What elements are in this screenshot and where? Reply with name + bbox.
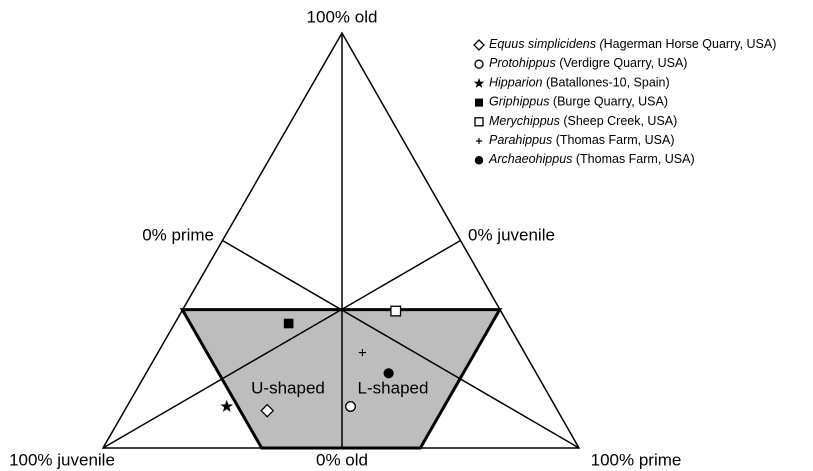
region [179, 308, 503, 450]
legend-name: Archaeohippus [488, 152, 572, 166]
marker [220, 399, 234, 412]
median [222, 239, 580, 449]
legend-locality: (Thomas Farm, USA) [572, 152, 694, 166]
marker [383, 368, 394, 379]
marker [474, 155, 484, 165]
marker [475, 98, 483, 107]
region-label: L-shaped [358, 378, 429, 397]
marker [476, 138, 482, 144]
legend-name: Equus simplicidens ( [489, 37, 605, 51]
median [102, 239, 461, 449]
legend-entry: Griphippus (Burge Quarry, USA) [489, 95, 668, 109]
legend-locality: (Thomas Farm, USA) [552, 133, 674, 147]
marker [260, 403, 275, 418]
marker [358, 348, 367, 357]
region-label: U-shaped [251, 378, 325, 397]
legend-locality: (Sheep Creek, USA) [560, 114, 677, 128]
legend-locality: (Batallones-10, Spain) [543, 76, 670, 90]
marks [220, 305, 402, 418]
marker [283, 318, 294, 329]
marker [473, 77, 485, 88]
frame [101, 31, 581, 449]
axis-label: 100% prime [591, 450, 682, 469]
legend-name: Griphippus [489, 95, 549, 109]
marker [345, 401, 356, 412]
legend-locality: (Burge Quarry, USA) [549, 95, 668, 109]
legend-name: Parahippus [489, 133, 552, 147]
marker [390, 305, 402, 317]
axis-label: 100% juvenile [9, 450, 115, 469]
legend-name: Hipparion [489, 76, 543, 90]
region-layer [179, 308, 503, 450]
legend-entry: Merychippus (Sheep Creek, USA) [489, 114, 677, 128]
legend-name: Protohippus [489, 56, 556, 70]
legend-locality: (Verdigre Quarry, USA) [556, 56, 688, 70]
legend-entry: Protohippus (Verdigre Quarry, USA) [489, 56, 687, 70]
marker [474, 117, 484, 127]
axis-label: 0% prime [142, 225, 214, 244]
legend: Equus simplicidens (Hagerman Horse Quarr… [473, 37, 776, 166]
axis-label: 0% juvenile [468, 225, 555, 244]
legend-entry: Archaeohippus (Thomas Farm, USA) [488, 152, 695, 166]
axis-label: 0% old [316, 450, 368, 469]
legend-entry: Equus simplicidens (Hagerman Horse Quarr… [489, 37, 776, 51]
legend-entry: Hipparion (Batallones-10, Spain) [489, 76, 670, 90]
legend-entry: Parahippus (Thomas Farm, USA) [489, 133, 675, 147]
marker [473, 39, 485, 51]
legend-locality: Hagerman Horse Quarry, USA) [604, 37, 777, 51]
axis-label: 100% old [307, 7, 378, 26]
marker [474, 59, 484, 69]
legend-name: Merychippus [489, 114, 560, 128]
